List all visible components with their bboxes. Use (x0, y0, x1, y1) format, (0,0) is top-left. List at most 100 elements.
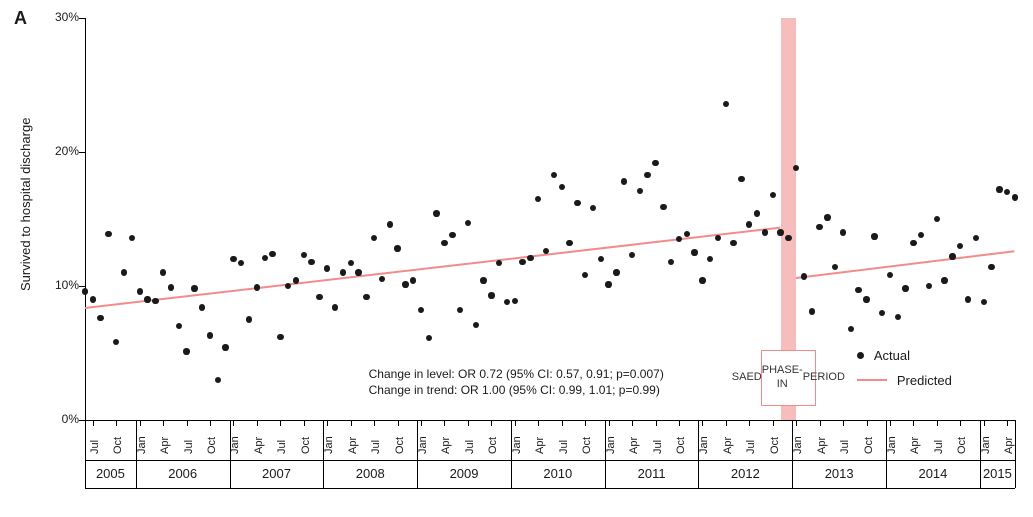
data-point (340, 269, 346, 275)
data-point (910, 240, 916, 246)
y-tick-label: 20% (39, 144, 79, 158)
data-point (684, 231, 690, 237)
x-month-label: Jan (323, 436, 335, 454)
data-point (363, 294, 369, 300)
data-point (457, 307, 463, 313)
x-year-separator (1015, 420, 1016, 488)
x-month-label: Apr (534, 437, 546, 454)
x-month-tick (656, 420, 657, 426)
x-month-label: Oct (863, 437, 875, 454)
x-month-tick (257, 420, 258, 426)
data-point (293, 277, 299, 283)
data-point (879, 310, 885, 316)
data-point (355, 269, 361, 275)
data-point (301, 252, 307, 258)
data-point (668, 259, 674, 265)
y-tick-label: 10% (39, 278, 79, 292)
y-tick-label: 0% (39, 412, 79, 426)
data-point (379, 276, 385, 282)
stats-text: Change in level: OR 0.72 (95% CI: 0.57, … (369, 366, 664, 398)
x-month-label: Apr (628, 437, 640, 454)
data-point (152, 298, 158, 304)
data-point (832, 264, 838, 270)
data-point (1004, 189, 1010, 195)
x-year-label: 2007 (230, 466, 324, 481)
x-month-label: Jul (558, 440, 570, 454)
data-point (590, 205, 596, 211)
x-month-tick (351, 420, 352, 426)
x-year-top-line (85, 460, 1015, 461)
x-month-tick (867, 420, 868, 426)
x-month-tick (398, 420, 399, 426)
x-month-label: Oct (956, 437, 968, 454)
x-year-label: 2009 (417, 466, 511, 481)
data-point (754, 210, 760, 216)
stats-line-level: Change in level: OR 0.72 (95% CI: 0.57, … (369, 366, 664, 382)
data-point (199, 304, 205, 310)
data-point (144, 296, 150, 302)
x-month-tick (421, 420, 422, 426)
x-month-tick (937, 420, 938, 426)
data-point (777, 229, 783, 235)
data-point (918, 232, 924, 238)
data-point (863, 296, 869, 302)
data-point (957, 243, 963, 249)
data-point (246, 316, 252, 322)
data-point (902, 285, 908, 291)
data-point (785, 235, 791, 241)
x-month-label: Oct (300, 437, 312, 454)
x-month-tick (609, 420, 610, 426)
data-point (512, 298, 518, 304)
x-month-tick (210, 420, 211, 426)
x-month-tick (726, 420, 727, 426)
x-month-tick (984, 420, 985, 426)
data-point (394, 245, 400, 251)
y-axis-title: Survived to hospital discharge (18, 118, 33, 291)
data-point (129, 235, 135, 241)
x-month-label: Jan (605, 436, 617, 454)
data-point (262, 255, 268, 261)
data-point (605, 281, 611, 287)
x-month-label: Jul (183, 440, 195, 454)
x-month-label: Jul (464, 440, 476, 454)
panel-label-a: A (14, 8, 27, 29)
x-month-tick (93, 420, 94, 426)
data-point (621, 178, 627, 184)
data-point (871, 233, 877, 239)
legend-row-predicted: Predicted (857, 373, 952, 388)
legend-label-predicted: Predicted (897, 373, 952, 388)
data-point (97, 315, 103, 321)
y-tick-label: 30% (39, 10, 79, 24)
data-point (598, 256, 604, 262)
x-month-tick (843, 420, 844, 426)
data-point (707, 256, 713, 262)
x-month-label: Oct (581, 437, 593, 454)
data-point (582, 272, 588, 278)
x-year-label: 2006 (136, 466, 230, 481)
data-point (988, 264, 994, 270)
x-month-label: Jan (511, 436, 523, 454)
x-month-label: Apr (253, 437, 265, 454)
x-month-tick (890, 420, 891, 426)
x-month-label: Apr (1003, 437, 1015, 454)
x-month-tick (444, 420, 445, 426)
data-point (559, 184, 565, 190)
y-axis-line (85, 18, 86, 420)
x-month-tick (327, 420, 328, 426)
data-point (723, 101, 729, 107)
data-point (949, 253, 955, 259)
data-point (535, 196, 541, 202)
data-point (715, 235, 721, 241)
data-point (137, 288, 143, 294)
x-month-tick (140, 420, 141, 426)
x-month-label: Jan (792, 436, 804, 454)
data-point (496, 260, 502, 266)
x-month-tick (233, 420, 234, 426)
data-point (215, 377, 221, 383)
x-month-label: Jan (136, 436, 148, 454)
data-point (981, 299, 987, 305)
data-point (191, 285, 197, 291)
data-point (855, 287, 861, 293)
data-point (207, 332, 213, 338)
data-point (230, 256, 236, 262)
